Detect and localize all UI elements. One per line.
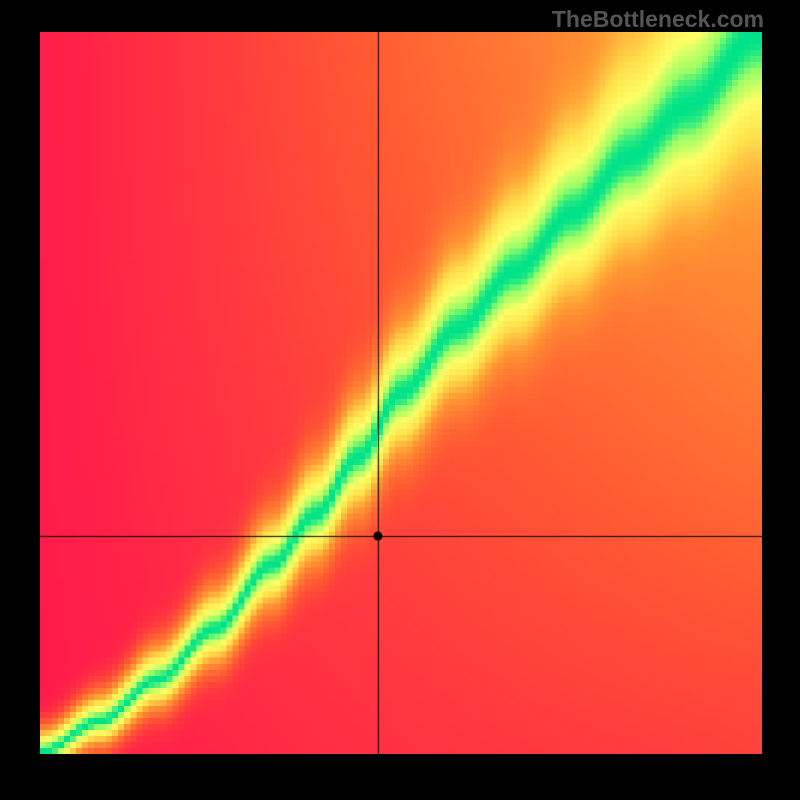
watermark-text: TheBottleneck.com (552, 6, 764, 33)
heatmap-canvas (40, 32, 762, 754)
chart-container: TheBottleneck.com (0, 0, 800, 800)
